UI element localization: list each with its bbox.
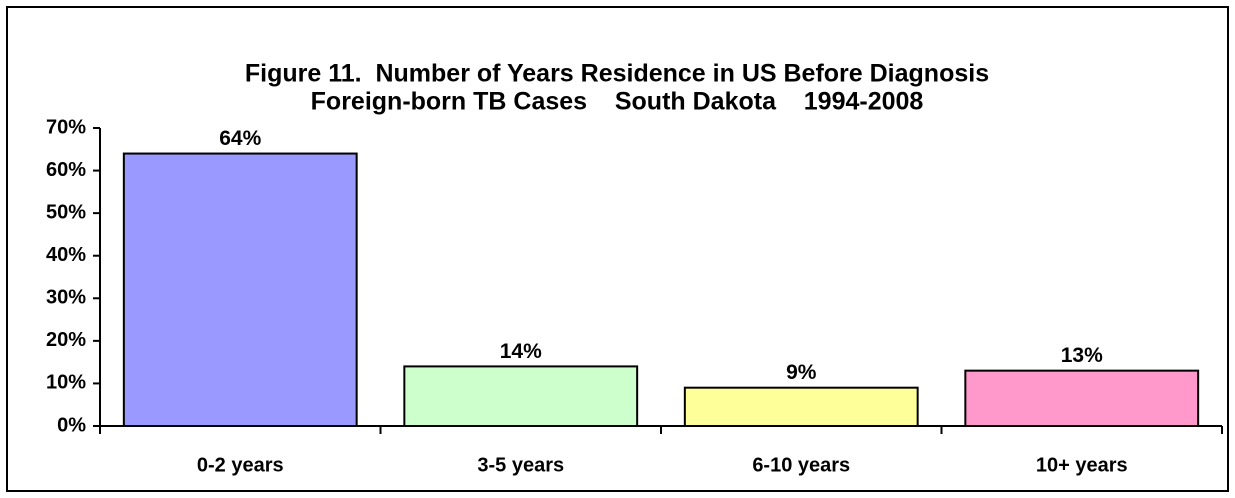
y-tick-label: 60% (46, 159, 86, 181)
y-tick-label: 20% (46, 329, 86, 351)
x-tick-label: 10+ years (1036, 454, 1128, 476)
y-tick-label: 30% (46, 287, 86, 309)
chart-subtitle: Foreign-born TB Cases South Dakota 1994-… (311, 88, 924, 116)
bar (964, 369, 1200, 427)
value-label: 13% (1061, 344, 1103, 367)
x-tick-label: 0-2 years (197, 454, 284, 476)
bar (122, 152, 358, 428)
y-tick-label: 70% (46, 116, 86, 138)
value-label: 64% (219, 127, 261, 150)
y-tick-label: 0% (57, 414, 86, 436)
value-label: 14% (500, 340, 542, 363)
bar (683, 386, 919, 427)
value-label: 9% (786, 361, 817, 384)
chart-title: Figure 11. Number of Years Residence in … (245, 60, 989, 88)
x-tick-label: 6-10 years (752, 454, 850, 476)
y-tick-label: 10% (46, 372, 86, 394)
y-tick-label: 50% (46, 201, 86, 223)
y-tick-label: 40% (46, 244, 86, 266)
bar (403, 365, 639, 427)
x-tick-label: 3-5 years (477, 454, 564, 476)
